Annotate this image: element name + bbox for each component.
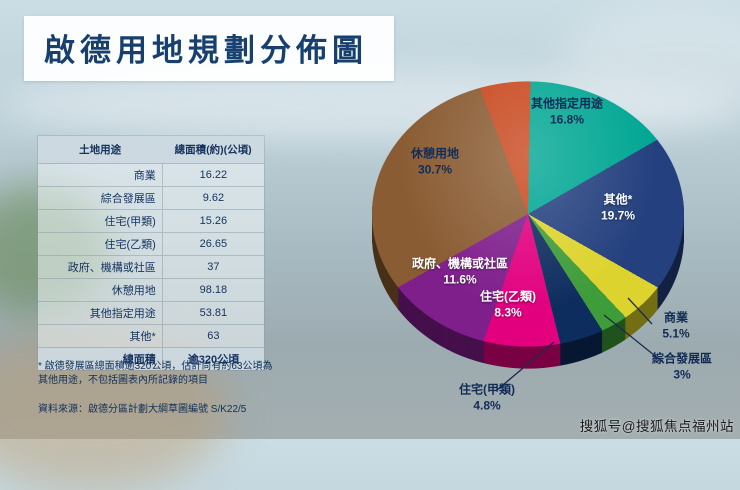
slice-label-open-space: 休憩用地 30.7% xyxy=(410,146,460,176)
area-value: 63 xyxy=(161,324,264,348)
land-use-label: 住宅(乙類) xyxy=(38,232,163,256)
area-value: 98.18 xyxy=(161,278,264,302)
table-row: 休憩用地 98.18 xyxy=(38,278,264,302)
title-bar: 啟德用地規劃分佈圖 xyxy=(24,16,394,81)
table-row: 其他* 63 xyxy=(38,324,264,348)
column-header-area: 總面積(約)(公頃) xyxy=(162,136,264,164)
area-value: 9.62 xyxy=(161,186,264,210)
slice-label-others: 其他* 19.7% xyxy=(600,192,636,222)
land-use-label: 休憩用地 xyxy=(38,278,163,302)
land-use-label: 綜合發展區 xyxy=(38,186,163,210)
leader-line-res-a xyxy=(496,341,555,391)
land-use-label: 住宅(甲類) xyxy=(38,209,163,233)
table-row: 住宅(甲類) 15.26 xyxy=(38,209,264,233)
slice-label-residential-a: 住宅(甲類) 4.8% xyxy=(459,382,515,412)
page-title: 啟德用地規劃分佈圖 xyxy=(44,33,368,68)
leader-lines xyxy=(496,297,665,391)
land-use-label: 政府、機構或社區 xyxy=(38,255,163,279)
table-row: 住宅(乙類) 26.65 xyxy=(38,232,264,256)
slice-label-residential-b: 住宅(乙類) 8.3% xyxy=(480,289,536,319)
slice-label-other-specified: 其他指定用途 16.8% xyxy=(530,96,604,126)
column-header-land-use: 土地用途 xyxy=(38,136,163,164)
table-row: 綜合發展區 9.62 xyxy=(38,186,264,210)
slice-label-cda: 綜合發展區 3% xyxy=(651,351,713,381)
table-total-row: 總面積 逾320公頃 xyxy=(38,347,264,370)
area-value: 53.81 xyxy=(161,301,264,325)
table-body: 商業 16.22 綜合發展區 9.62 住宅(甲類) 15.26 住宅(乙類) 26.65 政府… xyxy=(38,163,264,370)
land-use-table-panel: 土地用途 總面積(約)(公頃) 商業 16.22 綜合發展區 9.62 住宅(甲類) 15… xyxy=(38,136,264,370)
pie-chart-area: 休憩用地 30.7% 其他指定用途 16.8% 其他* 19.7% 政府、機構或… xyxy=(330,50,740,435)
slice-label-government: 政府、機構或社區 11.6% xyxy=(411,256,509,286)
area-value: 逾320公頃 xyxy=(161,347,264,370)
footnote: * 啟德發展區總面積逾320公頃，估計尚有約63公頃為其他用途，不包括圖表內所記… xyxy=(38,361,273,386)
table-row: 其他指定用途 53.81 xyxy=(38,301,264,325)
land-use-label: 商業 xyxy=(38,163,163,187)
land-use-label: 總面積 xyxy=(38,347,163,370)
area-value: 37 xyxy=(161,255,264,279)
land-use-table: 土地用途 總面積(約)(公頃) 商業 16.22 綜合發展區 9.62 住宅(甲類) 15… xyxy=(38,136,264,370)
data-source: 資料來源：啟德分區計劃大綱草圖編號 S/K22/5 xyxy=(38,404,247,415)
land-use-label: 其他* xyxy=(38,324,163,348)
leader-line-cda xyxy=(603,314,665,364)
leader-line-commercial xyxy=(627,297,653,325)
slice-label-commercial: 商業 5.1% xyxy=(662,310,690,340)
table-header-row: 土地用途 總面積(約)(公頃) xyxy=(38,136,264,164)
area-value: 26.65 xyxy=(161,232,264,256)
land-use-label: 其他指定用途 xyxy=(38,301,163,325)
table-row: 商業 16.22 xyxy=(38,163,264,187)
area-value: 15.26 xyxy=(161,209,264,233)
table-row: 政府、機構或社區 37 xyxy=(38,255,264,279)
watermark: 搜狐号@搜狐焦点福州站 xyxy=(579,419,734,434)
area-value: 16.22 xyxy=(161,163,264,187)
